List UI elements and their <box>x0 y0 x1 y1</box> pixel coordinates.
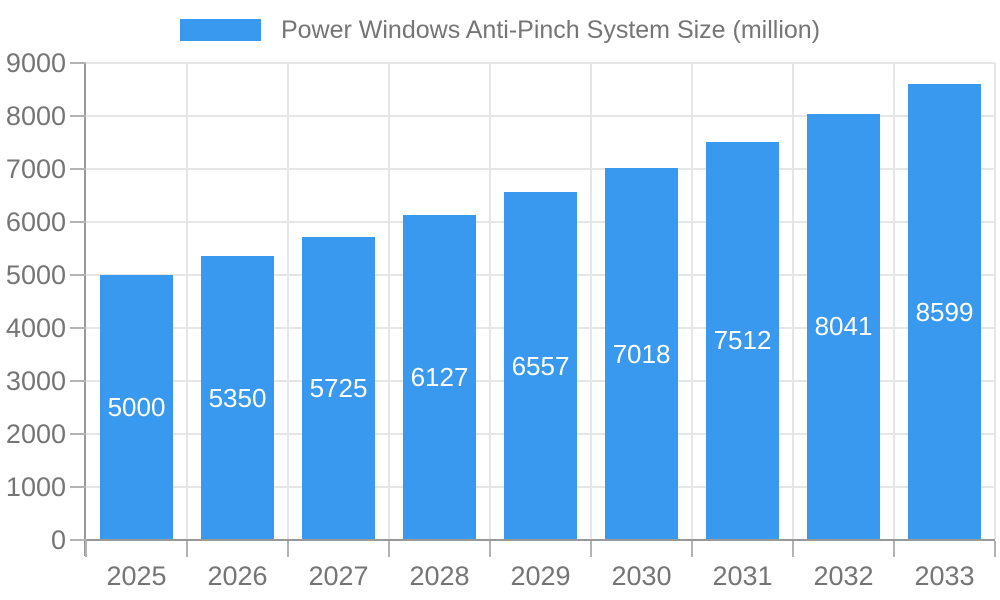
y-axis-line <box>84 63 86 556</box>
y-axis-tick-label: 5000 <box>5 260 66 290</box>
bar-value-label: 5000 <box>107 392 166 422</box>
y-axis-tick <box>70 433 86 435</box>
v-gridline <box>287 63 289 540</box>
bar[interactable]: 6127 <box>403 215 476 540</box>
y-axis-tick <box>70 168 86 170</box>
bar[interactable]: 7512 <box>706 141 779 540</box>
x-axis-tick <box>85 541 87 557</box>
y-axis-tick-label: 9000 <box>5 48 66 78</box>
y-axis-tick <box>70 62 86 64</box>
x-axis-tick-label: 2025 <box>106 561 167 591</box>
x-axis-tick <box>186 541 188 557</box>
legend-label: Power Windows Anti-Pinch System Size (mi… <box>280 16 821 44</box>
y-axis-tick <box>70 274 86 276</box>
bar[interactable]: 6557 <box>504 192 577 540</box>
x-axis-tick-label: 2033 <box>914 561 975 591</box>
x-axis-tick <box>489 541 491 557</box>
y-axis-tick-label: 1000 <box>5 472 66 502</box>
y-axis-tick-label: 0 <box>50 525 66 555</box>
legend-swatch-icon <box>179 19 261 41</box>
x-axis-tick <box>590 541 592 557</box>
bar-value-label: 6557 <box>511 350 570 381</box>
x-axis-tick <box>287 541 289 557</box>
y-axis-tick-label: 8000 <box>5 101 66 131</box>
bar[interactable]: 5350 <box>201 256 274 540</box>
x-axis-line <box>84 539 995 541</box>
bar[interactable]: 8599 <box>908 84 981 540</box>
x-axis-tick-label: 2030 <box>611 561 672 591</box>
v-gridline <box>489 63 491 540</box>
h-gridline <box>86 168 995 170</box>
v-gridline <box>590 63 592 540</box>
x-axis-tick-label: 2028 <box>409 561 470 591</box>
v-gridline <box>186 63 188 540</box>
x-axis-tick <box>691 541 693 557</box>
v-gridline <box>691 63 693 540</box>
x-axis-tick-label: 2026 <box>207 561 268 591</box>
h-gridline <box>86 62 995 64</box>
x-axis-tick-label: 2029 <box>510 561 571 591</box>
bar-value-label: 8599 <box>915 296 974 327</box>
y-axis-tick <box>70 380 86 382</box>
x-axis-tick-label: 2027 <box>308 561 369 591</box>
bar-value-label: 7512 <box>713 325 772 356</box>
legend[interactable]: Power Windows Anti-Pinch System Size (mi… <box>0 17 1000 43</box>
bar[interactable]: 8041 <box>807 113 880 540</box>
bar-value-label: 8041 <box>814 311 873 342</box>
y-axis-tick-label: 7000 <box>5 154 66 184</box>
h-gridline <box>86 115 995 117</box>
y-axis-tick-label: 4000 <box>5 313 66 343</box>
bar-value-label: 6127 <box>410 362 469 393</box>
bar-value-label: 7018 <box>612 338 671 369</box>
bar[interactable]: 5725 <box>302 236 375 540</box>
y-axis-tick <box>70 486 86 488</box>
bar-value-label: 5350 <box>208 382 267 413</box>
v-gridline <box>994 63 996 540</box>
v-gridline <box>893 63 895 540</box>
x-axis-tick-label: 2032 <box>813 561 874 591</box>
y-axis-tick <box>70 115 86 117</box>
v-gridline <box>388 63 390 540</box>
y-axis-tick-label: 6000 <box>5 207 66 237</box>
x-axis-tick-label: 2031 <box>712 561 773 591</box>
bar[interactable]: 5000 <box>100 275 173 540</box>
x-axis-tick <box>893 541 895 557</box>
x-axis-tick <box>792 541 794 557</box>
x-axis-tick <box>388 541 390 557</box>
y-axis-tick-label: 2000 <box>5 419 66 449</box>
v-gridline <box>792 63 794 540</box>
y-axis-tick <box>70 221 86 223</box>
y-axis-tick <box>70 327 86 329</box>
y-axis-tick <box>70 539 86 541</box>
bar-value-label: 5725 <box>309 372 368 403</box>
x-axis-tick <box>994 541 996 557</box>
bar[interactable]: 7018 <box>605 168 678 540</box>
y-axis-tick-label: 3000 <box>5 366 66 396</box>
